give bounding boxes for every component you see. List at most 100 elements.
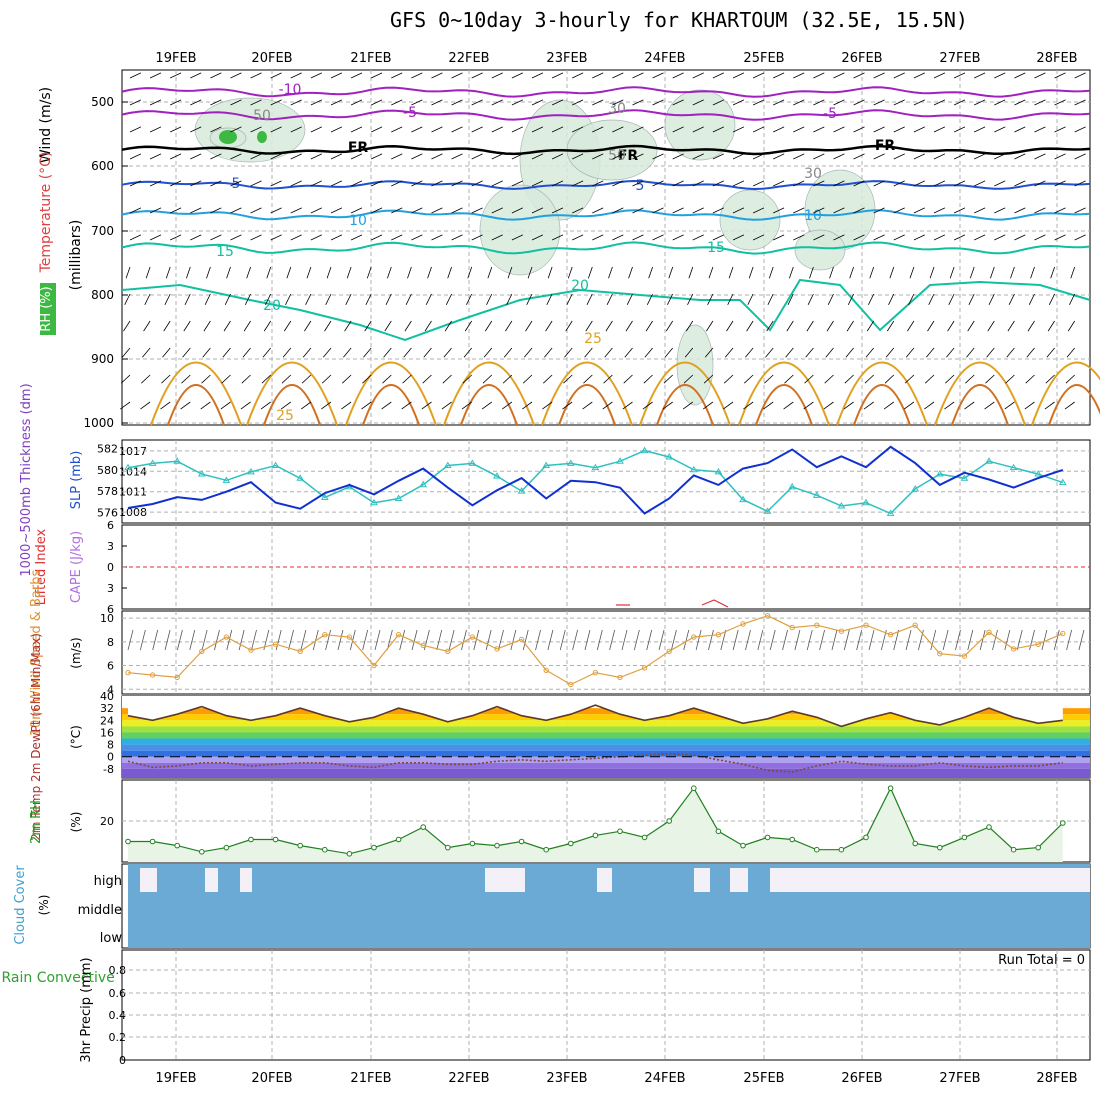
wind-barb — [310, 180, 322, 187]
wind-barb — [344, 320, 352, 332]
wind-speed-point — [469, 634, 476, 640]
wind-barb — [813, 234, 825, 241]
wind-barb — [624, 347, 633, 358]
wind-barb — [451, 126, 463, 133]
rh-point — [740, 842, 746, 849]
wind-barb — [968, 293, 975, 305]
wind-barb — [833, 180, 845, 187]
temp-contour-30 — [167, 384, 225, 426]
rh-point — [125, 838, 131, 845]
wind-barb — [927, 320, 935, 332]
wind-barb — [125, 266, 131, 279]
cloud-tick-label: high — [94, 874, 122, 889]
wind-barb — [290, 234, 302, 241]
wind-barb — [765, 347, 774, 358]
wind-barb — [873, 72, 885, 79]
wind-barb — [481, 401, 493, 410]
wind-barb — [1025, 374, 1035, 384]
wind-barb — [1074, 207, 1086, 214]
wind-barb-10m — [831, 629, 838, 651]
wind-barb — [732, 126, 745, 133]
wind-barb — [1026, 347, 1035, 358]
rh-moisture-area — [479, 184, 561, 276]
wind-barb — [933, 72, 946, 79]
wind-barb — [853, 234, 865, 241]
wind-barb — [885, 347, 895, 358]
wind-barb-10m — [448, 629, 455, 651]
wind-barb — [766, 320, 774, 332]
wind-barb-10m — [349, 629, 356, 651]
wind-barb — [1054, 153, 1066, 160]
wind-barb — [787, 293, 794, 305]
wind-barb — [391, 180, 403, 187]
contour-label: 10 — [804, 208, 822, 224]
wind-barb — [692, 207, 704, 214]
wind-barb-10m — [942, 629, 949, 651]
wind-barb — [913, 234, 925, 241]
wind-barb-10m — [251, 629, 257, 651]
wind-barb-10m — [386, 629, 393, 651]
wind-barb-10m — [238, 629, 245, 651]
wind-barb — [511, 153, 523, 160]
wind-barb — [129, 153, 142, 160]
wind-barb — [402, 374, 412, 384]
temp-tick-label: 8 — [107, 739, 114, 752]
wind-barb — [403, 347, 412, 358]
li-tick-label: 0 — [107, 561, 114, 574]
wind-barb — [663, 374, 673, 384]
thickness-point — [1058, 478, 1067, 486]
wind-barb — [250, 99, 262, 106]
wind-barb — [201, 374, 211, 384]
wind-barb — [687, 293, 694, 305]
rh-point — [149, 838, 156, 845]
wind-barb — [793, 153, 805, 160]
wind-barb-10m — [609, 629, 616, 651]
wind-barb — [606, 293, 613, 305]
ylabel-cloud: Cloud Cover — [13, 865, 28, 945]
wind-barb — [913, 180, 925, 187]
wind-barb — [371, 180, 383, 187]
wind-barb — [683, 374, 694, 384]
wind-speed-point — [740, 621, 746, 627]
ylabel-millibars: (millibars) — [68, 220, 84, 291]
wind-barb-10m — [300, 629, 307, 651]
contour-label: 15 — [707, 240, 725, 256]
wind-barb — [310, 153, 322, 160]
cloud-clear-gap — [770, 868, 1090, 892]
wind-barb — [913, 207, 925, 214]
wind-barb — [813, 207, 825, 214]
wind-barb — [933, 99, 946, 106]
wind-barb — [210, 99, 222, 106]
wind-barb — [764, 374, 774, 384]
wind-barb-10m — [152, 629, 159, 651]
wind-barb-10m — [510, 629, 517, 651]
wind-barb-10m — [337, 629, 344, 651]
wind-barb — [522, 374, 533, 384]
thickness-tick-label: 582 — [97, 443, 118, 456]
wind-barb — [626, 293, 633, 305]
wind-barb — [186, 266, 191, 279]
wind-barb — [503, 347, 513, 358]
temp-color-band — [122, 750, 1090, 757]
rh-point — [617, 828, 623, 835]
wind-barb — [290, 126, 302, 133]
rh-point — [223, 844, 230, 851]
wind-barb — [463, 347, 473, 358]
wind-barb — [183, 320, 191, 332]
rh-point — [764, 834, 771, 841]
wind-barb — [266, 266, 272, 279]
wind-barb — [210, 234, 222, 241]
wind-barb — [567, 266, 573, 279]
wind-barb — [974, 126, 986, 133]
rh-point — [346, 851, 353, 857]
temp-contour-25 — [639, 361, 731, 426]
wind-barb — [806, 320, 814, 332]
wind-barb — [667, 293, 674, 305]
wind-barb — [752, 72, 765, 79]
temp-contour-5 — [121, 179, 1091, 191]
wind-barb — [974, 99, 986, 106]
wind-barb — [221, 374, 231, 384]
date-label-bottom: 25FEB — [743, 1071, 784, 1086]
wind-barb — [843, 401, 854, 410]
